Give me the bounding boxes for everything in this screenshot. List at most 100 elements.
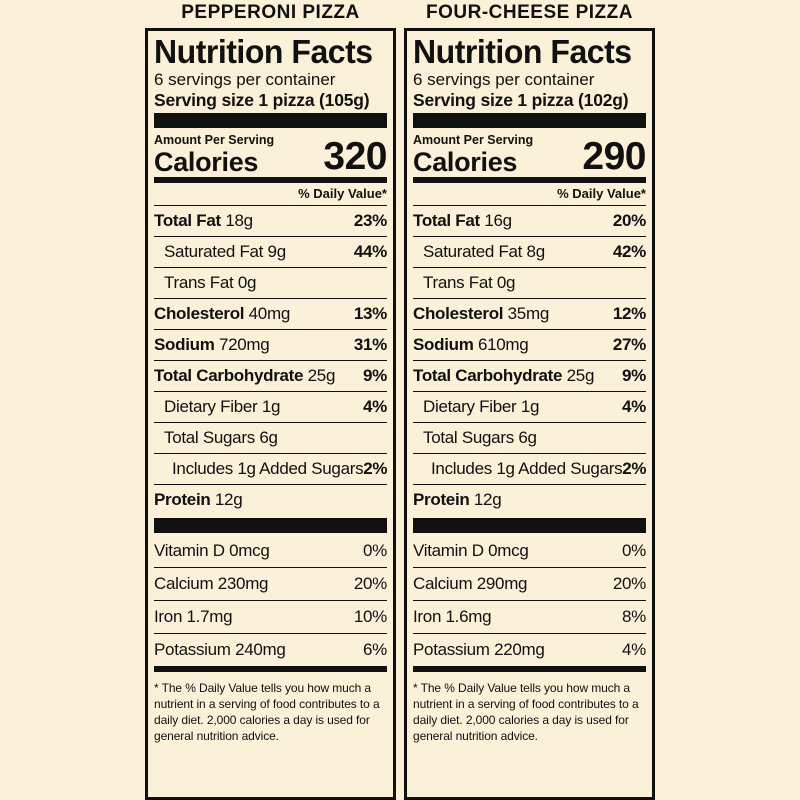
nutrient-amount: 1g bbox=[520, 397, 540, 416]
divider-thick bbox=[413, 518, 646, 533]
vitamin-row: Calcium 230mg 20% bbox=[154, 567, 387, 600]
vitamin-daily-value: 20% bbox=[612, 574, 646, 593]
calories-row: Calories 290 bbox=[413, 137, 646, 178]
nutrient-row: Dietary Fiber 1g 4% bbox=[413, 391, 646, 422]
nutrition-label: Nutrition Facts 6 servings per container S… bbox=[404, 28, 655, 800]
nutrient-name: Dietary Fiber bbox=[164, 397, 258, 416]
nutrient-row: Cholesterol 35mg 12% bbox=[413, 298, 646, 329]
nutrient-row: Total Sugars 6g bbox=[154, 422, 387, 453]
nutrition-label: Nutrition Facts 6 servings per container S… bbox=[145, 28, 396, 800]
nutrient-name: Total Carbohydrate bbox=[413, 366, 563, 385]
nutrient-name: Total Fat bbox=[413, 211, 480, 230]
nutrient-amount: 12g bbox=[473, 490, 502, 509]
nutrient-daily-value: 23% bbox=[353, 211, 387, 230]
nutrient-label: Sodium 610mg bbox=[413, 335, 529, 355]
nutrient-label: Total Fat 16g bbox=[413, 211, 512, 231]
nutrient-daily-value: 9% bbox=[622, 366, 646, 385]
calories-label: Calories bbox=[413, 147, 518, 177]
nutrient-name: Protein bbox=[154, 490, 211, 509]
nutrient-amount: 35mg bbox=[507, 304, 550, 323]
nutrient-label: Total Sugars 6g bbox=[154, 428, 278, 448]
nutrient-daily-value: 2% bbox=[622, 459, 647, 478]
product-title: PEPPERONI PIZZA bbox=[181, 2, 360, 23]
nutrient-row: Includes 1g Added Sugars 2% bbox=[413, 453, 647, 484]
vitamin-label: Vitamin D 0mcg bbox=[413, 541, 529, 560]
nutrient-daily-value: 20% bbox=[612, 211, 646, 230]
nutrient-row: Cholesterol 40mg 13% bbox=[154, 298, 387, 329]
serving-size: Serving size 1 pizza (105g) bbox=[154, 90, 370, 110]
nutrient-label: Sodium 720mg bbox=[154, 335, 270, 355]
nutrient-row: Saturated Fat 9g 44% bbox=[154, 236, 387, 267]
nutrient-daily-value: 4% bbox=[363, 397, 387, 416]
vitamin-daily-value: 4% bbox=[622, 640, 646, 659]
nutrient-daily-value: 44% bbox=[353, 242, 387, 261]
divider-thick bbox=[413, 113, 646, 128]
nutrient-label: Cholesterol 35mg bbox=[413, 304, 549, 324]
divider-thick bbox=[154, 518, 387, 533]
nutrient-label: Protein 12g bbox=[413, 490, 502, 510]
nutrient-row: Trans Fat 0g bbox=[154, 267, 387, 298]
product-title: FOUR-CHEESE PIZZA bbox=[426, 2, 633, 23]
footnote: * The % Daily Value tells you how much a… bbox=[154, 666, 387, 744]
facts-title: Nutrition Facts bbox=[413, 33, 632, 70]
vitamin-row: Vitamin D 0mcg 0% bbox=[154, 535, 387, 567]
vitamin-daily-value: 6% bbox=[363, 640, 387, 659]
nutrient-amount: 18g bbox=[225, 211, 253, 230]
nutrient-label: Protein 12g bbox=[154, 490, 243, 510]
serving-size: Serving size 1 pizza (102g) bbox=[413, 90, 629, 110]
nutrient-amount: 8g bbox=[526, 242, 546, 261]
nutrient-daily-value: 12% bbox=[612, 304, 646, 323]
nutrient-label: Includes 1g Added Sugars bbox=[154, 459, 364, 479]
vitamin-label: Iron 1.6mg bbox=[413, 607, 492, 626]
calories-label: Calories bbox=[154, 147, 259, 177]
nutrient-row: Includes 1g Added Sugars 2% bbox=[154, 453, 388, 484]
footnote-text: * The % Daily Value tells you how much a… bbox=[413, 681, 639, 743]
nutrient-amount: 9g bbox=[267, 242, 287, 261]
vitamin-row: Potassium 220mg 4% bbox=[413, 633, 646, 666]
nutrient-label: Total Fat 18g bbox=[154, 211, 253, 231]
nutrient-amount: 610mg bbox=[477, 335, 529, 354]
nutrient-daily-value: 4% bbox=[622, 397, 646, 416]
nutrient-daily-value: 13% bbox=[353, 304, 387, 323]
nutrient-name: Includes 1g Added Sugars bbox=[431, 459, 623, 478]
nutrient-label: Dietary Fiber 1g bbox=[413, 397, 539, 417]
nutrient-name: Saturated Fat bbox=[423, 242, 523, 261]
nutrient-amount: 6g bbox=[518, 428, 537, 447]
nutrient-name: Total Sugars bbox=[423, 428, 514, 447]
nutrient-name: Saturated Fat bbox=[164, 242, 264, 261]
nutrient-daily-value: 2% bbox=[363, 459, 388, 478]
vitamin-row: Vitamin D 0mcg 0% bbox=[413, 535, 646, 567]
nutrient-row: Total Sugars 6g bbox=[413, 422, 646, 453]
nutrient-name: Cholesterol bbox=[413, 304, 504, 323]
vitamin-label: Iron 1.7mg bbox=[154, 607, 233, 626]
facts-title: Nutrition Facts bbox=[154, 33, 373, 70]
vitamin-label: Vitamin D 0mcg bbox=[154, 541, 270, 560]
vitamin-label: Potassium 220mg bbox=[413, 640, 545, 659]
nutrient-name: Sodium bbox=[154, 335, 215, 354]
nutrient-daily-value: 9% bbox=[363, 366, 387, 385]
nutrient-row: Trans Fat 0g bbox=[413, 267, 646, 298]
nutrient-name: Includes 1g Added Sugars bbox=[172, 459, 364, 478]
nutrient-daily-value: 31% bbox=[353, 335, 387, 354]
nutrient-label: Cholesterol 40mg bbox=[154, 304, 290, 324]
vitamin-daily-value: 0% bbox=[363, 541, 387, 560]
vitamin-daily-value: 8% bbox=[622, 607, 646, 626]
nutrient-row: Dietary Fiber 1g 4% bbox=[154, 391, 387, 422]
nutrient-row: Total Fat 18g 23% bbox=[154, 205, 387, 236]
nutrient-amount: 720mg bbox=[218, 335, 270, 354]
nutrient-daily-value: 27% bbox=[612, 335, 646, 354]
daily-value-header: % Daily Value* bbox=[298, 186, 387, 201]
nutrient-label: Total Sugars 6g bbox=[413, 428, 537, 448]
nutrient-name: Dietary Fiber bbox=[423, 397, 517, 416]
nutrient-amount: 25g bbox=[307, 366, 336, 385]
nutrient-row: Total Fat 16g 20% bbox=[413, 205, 646, 236]
amount-per-serving: Amount Per Serving bbox=[413, 133, 534, 147]
daily-value-header: % Daily Value* bbox=[557, 186, 646, 201]
nutrient-row: Total Carbohydrate 25g 9% bbox=[413, 360, 646, 391]
nutrient-label: Total Carbohydrate 25g bbox=[413, 366, 594, 386]
nutrient-name: Protein bbox=[413, 490, 470, 509]
vitamin-label: Calcium 290mg bbox=[413, 574, 528, 593]
nutrient-name: Total Sugars bbox=[164, 428, 255, 447]
nutrient-amount: 25g bbox=[566, 366, 595, 385]
divider-medium bbox=[413, 177, 646, 183]
